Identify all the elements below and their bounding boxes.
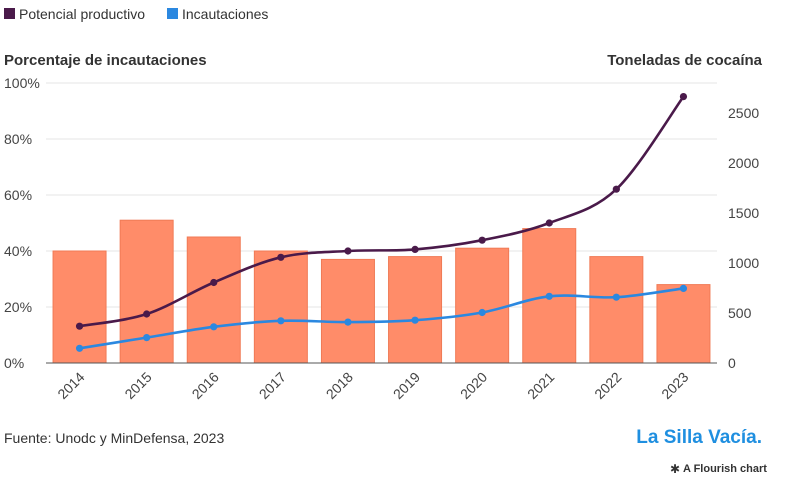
flourish-credit[interactable]: ✱ A Flourish chart [670,462,767,476]
x-tick-label: 2019 [390,369,423,402]
bar[interactable] [253,250,308,364]
right-tick-label: 1000 [728,255,759,271]
legend-label-incautaciones: Incautaciones [182,6,268,22]
point-incautaciones[interactable] [411,316,419,324]
right-tick-label: 500 [728,305,752,321]
point-potencial[interactable] [344,247,352,255]
right-axis-title: Toneladas de cocaína [607,52,762,69]
point-potencial[interactable] [478,236,486,244]
brand-text: La Silla Vacía. [636,427,762,448]
point-potencial[interactable] [612,185,620,193]
legend-label-potencial: Potencial productivo [19,6,145,22]
point-incautaciones[interactable] [277,317,285,325]
left-tick-label: 0% [4,355,24,371]
line-potencial [79,95,685,328]
left-tick-label: 20% [4,299,32,315]
bars [52,219,711,364]
x-tick-label: 2021 [524,369,557,402]
bar[interactable] [656,284,711,364]
legend-swatch-incautaciones [167,8,178,19]
lines [79,95,685,350]
legend-swatch-potencial [4,8,15,19]
flourish-icon: ✱ [670,462,680,476]
point-potencial[interactable] [679,93,688,101]
bar[interactable] [589,256,644,364]
x-tick-label: 2014 [54,369,87,402]
point-potencial[interactable] [210,278,218,287]
point-incautaciones[interactable] [545,292,553,300]
x-tick-label: 2018 [323,369,356,402]
left-axis-ticks: 0% 20% 40% 60% 80% 100% [4,75,40,371]
points [75,93,688,352]
x-tick-label: 2015 [121,369,154,402]
left-tick-label: 100% [4,75,40,91]
x-tick-label: 2017 [256,369,289,402]
bar[interactable] [388,256,443,364]
flourish-label: A Flourish chart [683,463,767,475]
bar[interactable] [186,236,241,364]
x-tick-label: 2023 [658,369,691,402]
x-tick-label: 2022 [591,369,624,402]
x-axis-ticks: 2014 2015 2016 2017 2018 2019 2020 2021 2022 2023 [54,369,691,402]
left-tick-label: 60% [4,187,32,203]
point-incautaciones[interactable] [210,323,218,331]
left-tick-label: 80% [4,131,32,147]
legend: Potencial productivo Incautaciones [4,6,268,22]
right-tick-label: 0 [728,355,736,371]
source-note: Fuente: Unodc y MinDefensa, 2023 [4,430,224,446]
point-incautaciones[interactable] [612,293,620,301]
left-tick-label: 40% [4,243,32,259]
point-incautaciones[interactable] [344,318,352,326]
point-potencial[interactable] [545,219,553,227]
right-axis-ticks: 0 500 1000 1500 2000 2500 [728,105,759,371]
point-incautaciones[interactable] [143,334,151,342]
right-tick-label: 1500 [728,205,759,221]
point-incautaciones[interactable] [75,344,84,352]
bar[interactable] [455,247,510,364]
x-tick-label: 2020 [457,369,490,402]
point-potencial[interactable] [411,245,419,253]
point-incautaciones[interactable] [679,284,688,292]
brand-logo[interactable]: La Silla Vacía. [636,427,762,448]
point-potencial[interactable] [143,310,151,318]
line-incautaciones [79,287,684,350]
point-incautaciones[interactable] [478,308,486,317]
point-potencial[interactable] [277,253,285,261]
point-potencial[interactable] [75,322,84,330]
bar[interactable] [320,258,375,364]
x-tick-label: 2016 [189,369,222,402]
left-axis-title: Porcentaje de incautaciones [4,52,207,69]
right-tick-label: 2000 [728,155,759,171]
right-tick-label: 2500 [728,105,759,121]
